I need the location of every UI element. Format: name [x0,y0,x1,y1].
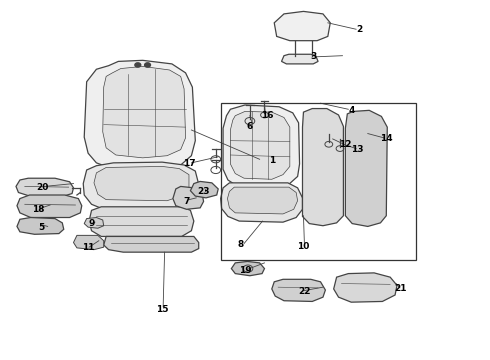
Polygon shape [191,181,218,198]
Polygon shape [74,235,104,249]
Text: 17: 17 [183,159,196,168]
Bar [220,103,416,260]
Text: 13: 13 [351,145,363,154]
Circle shape [135,63,141,67]
Polygon shape [16,178,74,197]
Text: 5: 5 [38,222,45,231]
Polygon shape [89,207,194,237]
Polygon shape [103,66,186,158]
Text: 16: 16 [261,111,273,120]
Polygon shape [104,237,199,252]
Text: 19: 19 [239,266,251,275]
Text: 15: 15 [156,305,169,314]
Text: 4: 4 [349,106,355,115]
Polygon shape [83,162,199,210]
Text: 21: 21 [394,284,407,293]
Text: 11: 11 [82,243,95,252]
Polygon shape [231,261,265,276]
Polygon shape [84,60,196,170]
Polygon shape [274,12,330,41]
Text: 6: 6 [247,122,253,131]
Text: 10: 10 [297,242,310,251]
Polygon shape [345,111,387,226]
Polygon shape [302,109,343,226]
Text: 7: 7 [183,197,190,206]
Polygon shape [173,186,203,209]
Polygon shape [17,217,64,234]
Text: 1: 1 [269,156,275,165]
Text: 8: 8 [237,240,243,249]
Text: 12: 12 [339,140,351,149]
Polygon shape [227,187,297,214]
Polygon shape [230,111,290,179]
Circle shape [145,63,150,67]
Text: 18: 18 [32,205,44,214]
Text: 9: 9 [88,219,95,228]
Polygon shape [17,195,82,217]
Text: 2: 2 [356,26,363,35]
Text: 20: 20 [37,183,49,192]
Polygon shape [94,166,189,201]
Polygon shape [84,217,104,228]
Polygon shape [220,183,302,222]
Text: 14: 14 [380,134,392,143]
Polygon shape [272,279,325,301]
Polygon shape [223,105,299,188]
Polygon shape [334,273,397,302]
Text: 23: 23 [197,187,210,196]
Text: 22: 22 [298,287,311,296]
Text: 3: 3 [310,52,317,61]
Polygon shape [282,54,318,64]
